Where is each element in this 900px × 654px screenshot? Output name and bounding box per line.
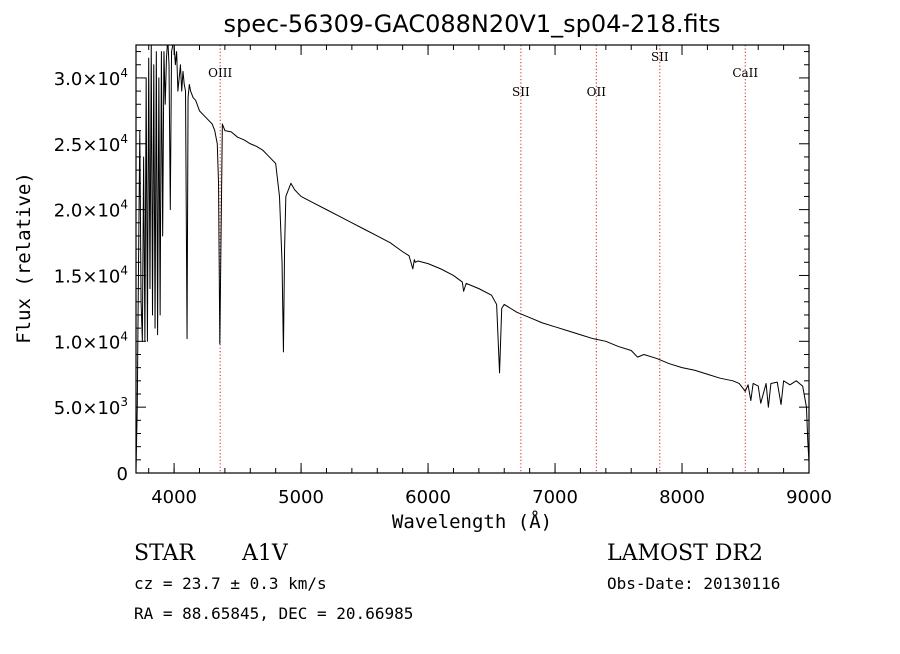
x-axis-label: Wavelength (Å)	[392, 510, 552, 533]
y-tick-label-5: 2.5×104	[54, 132, 128, 156]
x-tick-label-3: 7000	[532, 487, 578, 508]
spectrum-line-0	[136, 45, 809, 471]
marker-label-4: CaII	[732, 66, 758, 80]
object-class: STAR	[134, 541, 196, 566]
plot-frame	[135, 44, 810, 474]
y-tick-label-4: 2.0×104	[54, 198, 128, 222]
coordinates: RA = 88.65845, DEC = 20.66985	[134, 604, 413, 623]
y-axis-label: Flux (relative)	[13, 172, 35, 344]
chart-title: spec-56309-GAC088N20V1_sp04-218.fits	[224, 10, 721, 38]
marker-label-0: OIII	[208, 66, 232, 80]
y-tick-label-6: 3.0×104	[54, 66, 128, 90]
survey-name: LAMOST DR2	[607, 541, 763, 566]
x-axis: 4000 5000 6000 7000 8000 9000	[148, 45, 832, 508]
series-layer	[136, 45, 809, 471]
x-tick-label-1: 5000	[278, 487, 324, 508]
line-marker-layer: OIII SII OII SII CaII	[208, 45, 758, 473]
marker-label-2: OII	[587, 85, 607, 99]
x-tick-label-0: 4000	[151, 487, 197, 508]
y-tick-label-1: 5.0×103	[54, 395, 128, 419]
marker-label-3: SII	[651, 50, 669, 64]
y-axis: 0 5.0×103 1.0×104 1.5×104 2.0×104 2.5×104 3.0×…	[54, 51, 809, 485]
x-tick-label-4: 8000	[659, 487, 705, 508]
obs-date: Obs-Date: 20130116	[607, 574, 780, 593]
y-tick-label-2: 1.0×104	[54, 329, 128, 353]
y-tick-label-3: 1.5×104	[54, 263, 128, 287]
object-subclass: A1V	[241, 541, 289, 566]
x-tick-label-5: 9000	[786, 487, 832, 508]
x-tick-label-2: 6000	[405, 487, 451, 508]
redshift-cz: cz = 23.7 ± 0.3 km/s	[134, 574, 327, 593]
marker-label-1: SII	[512, 85, 530, 99]
y-tick-label-0: 0	[117, 464, 128, 485]
